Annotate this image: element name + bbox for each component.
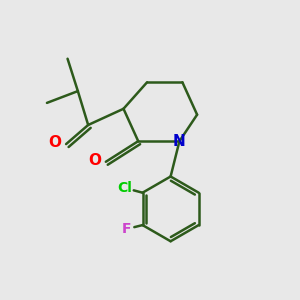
Text: F: F (122, 222, 131, 236)
Text: Cl: Cl (118, 181, 132, 195)
Text: N: N (173, 134, 186, 149)
Text: O: O (48, 135, 62, 150)
Text: O: O (88, 153, 101, 168)
